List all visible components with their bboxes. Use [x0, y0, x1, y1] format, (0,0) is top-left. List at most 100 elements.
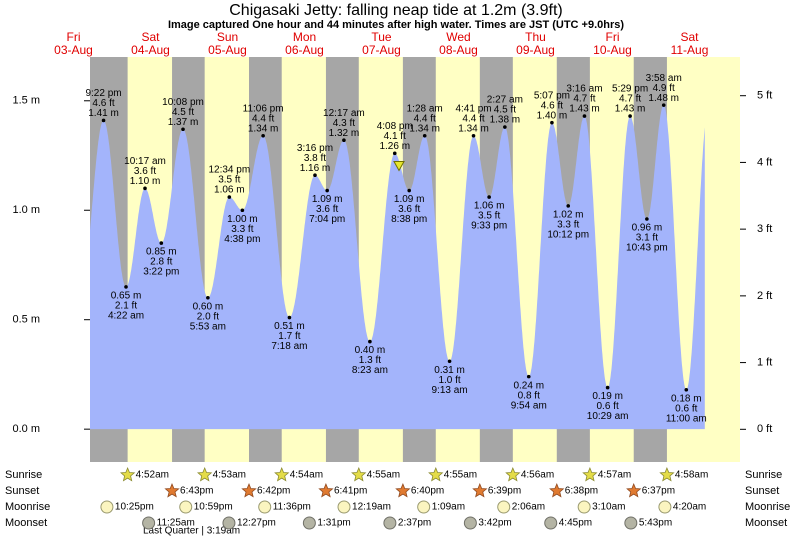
- tide-point: [684, 387, 689, 392]
- tide-point: [101, 118, 106, 123]
- tide-point: [240, 208, 245, 213]
- moonrise-icon: [100, 500, 114, 514]
- tide-height-m: 1.16 m: [300, 163, 331, 174]
- sunrise-time: 4:54am: [290, 470, 323, 481]
- sunrise-icon: [428, 466, 444, 482]
- moonrise-icon: [258, 500, 272, 514]
- tide-height-ft: 1.0 ft: [438, 375, 460, 386]
- sunset-time: 6:41pm: [334, 486, 367, 497]
- day-label: Wed: [446, 30, 470, 44]
- moonset-icon: [142, 516, 156, 530]
- chart-subtitle: Image captured One hour and 44 minutes a…: [168, 19, 624, 31]
- sunrise-time: 4:55am: [444, 470, 477, 481]
- moonrise-time: 12:19am: [352, 502, 391, 513]
- tide-height-ft: 4.3 ft: [333, 118, 355, 129]
- tide-height-m: 0.40 m: [355, 345, 386, 356]
- tide-height-m: 1.09 m: [312, 194, 343, 205]
- tide-height-m: 1.34 m: [248, 123, 279, 134]
- tide-time: 3:16 am: [566, 84, 602, 95]
- tide-point: [503, 125, 507, 129]
- moonset-time: 4:45pm: [559, 518, 592, 529]
- tide-point: [227, 195, 232, 199]
- tide-time: 3:22 pm: [143, 267, 179, 278]
- tide-height-ft: 4.6 ft: [541, 100, 563, 111]
- sunrise-icon: [274, 466, 290, 482]
- tide-height-ft: 3.6 ft: [398, 204, 420, 215]
- tide-height-ft: 4.1 ft: [384, 131, 406, 142]
- tide-height-m: 1.10 m: [130, 176, 161, 187]
- tide-height-ft: 4.4 ft: [414, 113, 436, 124]
- tide-point: [313, 173, 317, 178]
- tide-height-m: 0.31 m: [434, 365, 465, 376]
- day-label: Sat: [680, 30, 699, 44]
- tide-height-m: 1.34 m: [458, 123, 489, 134]
- row-label: Sunrise: [745, 469, 782, 481]
- tide-height-m: 0.51 m: [274, 321, 305, 332]
- moon-phase: Last Quarter | 3:19am: [143, 526, 240, 537]
- day-label: Tue: [371, 30, 392, 44]
- moonset-time: 1:31pm: [317, 518, 350, 529]
- date-label: 05-Aug: [208, 43, 247, 57]
- sunset-time: 6:38pm: [565, 486, 598, 497]
- tide-height-ft: 3.5 ft: [218, 175, 240, 186]
- moonset-icon: [302, 516, 316, 530]
- tide-point: [422, 134, 427, 138]
- moonrise-icon: [337, 500, 351, 514]
- tide-height-m: 1.02 m: [553, 210, 584, 221]
- tide-height-m: 0.65 m: [111, 291, 142, 302]
- tide-height-ft: 4.5 ft: [172, 107, 194, 118]
- moonset-icon: [544, 516, 558, 530]
- tide-height-m: 1.06 m: [474, 201, 505, 212]
- tide-time: 11:06 pm: [243, 103, 284, 114]
- tide-height-m: 1.00 m: [227, 214, 258, 225]
- moonset-icon: [463, 516, 477, 530]
- tide-height-ft: 3.3 ft: [231, 224, 253, 235]
- tide-height-ft: 0.6 ft: [597, 401, 619, 412]
- moonrise-icon: [658, 500, 672, 514]
- tide-height-ft: 4.5 ft: [494, 105, 516, 116]
- tide-height-m: 1.26 m: [379, 141, 410, 152]
- tide-time: 3:58 am: [646, 73, 682, 84]
- tide-height-m: 0.24 m: [513, 380, 544, 391]
- tide-time: 12:17 am: [323, 108, 365, 119]
- chart-title: Chigasaki Jetty: falling neap tide at 1.…: [229, 2, 563, 19]
- tide-time: 4:41 pm: [455, 103, 491, 114]
- tide-point: [392, 151, 397, 156]
- tide-height-ft: 3.1 ft: [636, 233, 658, 244]
- tide-time: 3:16 pm: [297, 143, 333, 154]
- tide-point: [124, 285, 128, 289]
- tide-time: 9:22 pm: [85, 88, 121, 99]
- sunrise-icon: [351, 466, 367, 482]
- row-label: Sunrise: [5, 469, 42, 481]
- date-label: 04-Aug: [131, 43, 170, 57]
- moonset-icon: [222, 516, 236, 530]
- tide-area: [90, 105, 705, 430]
- tide-time: 4:22 am: [108, 311, 144, 322]
- tide-height-ft: 1.3 ft: [359, 355, 381, 366]
- tide-time: 8:38 pm: [391, 214, 427, 225]
- tide-time: 8:23 am: [352, 365, 388, 376]
- moonset-icon: [383, 516, 397, 530]
- tide-height-ft: 4.4 ft: [462, 113, 484, 124]
- day-label: Fri: [606, 30, 620, 44]
- row-label: Sunset: [5, 485, 39, 497]
- moonset-time: 2:37pm: [398, 518, 431, 529]
- tide-point: [582, 114, 587, 118]
- sunrise-icon: [120, 466, 136, 482]
- date-label: 11-Aug: [671, 43, 709, 57]
- y-tick-label: 1.5 m: [12, 95, 40, 107]
- tide-height-ft: 3.3 ft: [557, 220, 579, 231]
- sunrise-icon: [505, 466, 521, 482]
- y2-tick-label: 3 ft: [757, 223, 772, 235]
- y-tick-label: 1.0 m: [12, 204, 40, 216]
- tide-time: 10:29 am: [587, 411, 629, 422]
- tide-height-m: 1.41 m: [88, 108, 119, 119]
- date-label: 09-Aug: [516, 43, 555, 57]
- sunset-time: 6:42pm: [257, 486, 290, 497]
- sunrise-time: 4:58am: [675, 470, 708, 481]
- moonrise-icon: [179, 500, 193, 514]
- sunrise-icon: [582, 466, 598, 482]
- sunset-icon: [549, 482, 565, 498]
- moonset-time: 12:27pm: [237, 518, 276, 529]
- tide-height-m: 1.48 m: [648, 93, 679, 104]
